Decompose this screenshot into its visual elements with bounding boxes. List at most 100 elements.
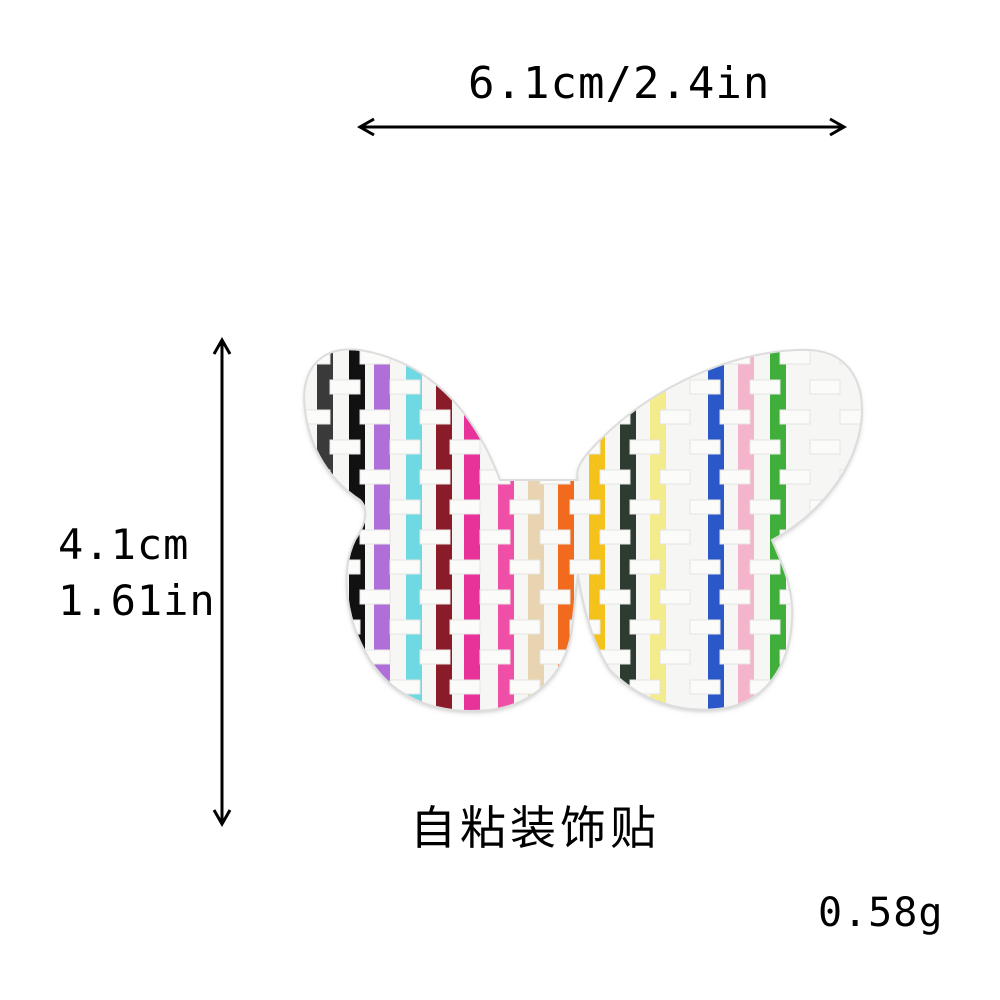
weave-strand-horizontal <box>569 679 601 695</box>
weave-strand-horizontal <box>809 679 841 695</box>
weave-strand-horizontal <box>779 469 811 485</box>
weave-strand-horizontal <box>449 439 481 455</box>
weave-strand-horizontal <box>659 409 691 425</box>
weave-strand-horizontal <box>689 559 721 575</box>
weave-strand-horizontal <box>689 619 721 635</box>
weave-strand-horizontal <box>359 709 391 711</box>
weave-strand-horizontal <box>629 619 661 635</box>
weave-strand-horizontal <box>449 379 481 395</box>
weave-strand-horizontal <box>419 409 451 425</box>
weave-strand-horizontal <box>419 649 451 665</box>
weave-strand-horizontal <box>509 679 541 695</box>
weave-strand-horizontal <box>839 709 862 711</box>
height-dimension-in-label: 1.61in <box>58 576 216 625</box>
weave-strand-horizontal <box>329 439 361 455</box>
weave-strand-horizontal <box>870 620 900 634</box>
weave-strand-horizontal <box>870 380 900 394</box>
weave-strand-horizontal <box>629 499 661 515</box>
weave-strand-horizontal <box>509 619 541 635</box>
weave-strand-horizontal <box>389 559 421 575</box>
weave-strand-horizontal <box>659 649 691 665</box>
weave-strand-horizontal <box>870 440 900 454</box>
weave-strand-horizontal <box>479 589 511 605</box>
weave-strand-horizontal <box>329 559 361 575</box>
weave-strand-horizontal <box>539 469 571 485</box>
weave-strand-horizontal <box>659 529 691 545</box>
weave-strand-horizontal <box>689 379 721 395</box>
weave-strand-horizontal <box>719 709 751 711</box>
weave-strand-horizontal <box>599 349 631 365</box>
weave-strand-horizontal <box>479 529 511 545</box>
weave-strand-horizontal <box>539 589 571 605</box>
weave-strand-horizontal <box>689 679 721 695</box>
weave-strand-horizontal <box>870 500 900 514</box>
weave-strand-horizontal <box>419 349 451 365</box>
weave-strand-horizontal <box>870 560 900 574</box>
weave-strand-horizontal <box>839 529 862 545</box>
weave-strand-horizontal <box>839 409 862 425</box>
weave-strand-horizontal <box>509 559 541 575</box>
butterfly-sticker-icon <box>303 348 900 712</box>
weave-strand-horizontal <box>809 619 841 635</box>
weave-strand-horizontal <box>419 709 451 711</box>
weave-strand-horizontal <box>749 379 781 395</box>
weave-strand-horizontal <box>329 499 361 515</box>
weave-strand-horizontal <box>304 649 331 665</box>
weave-strand-horizontal <box>304 349 331 365</box>
weave-strand-horizontal <box>479 349 511 365</box>
weave-strand-horizontal <box>569 379 601 395</box>
weave-strand-horizontal <box>449 619 481 635</box>
weave-strand-vertical <box>464 349 480 711</box>
weave-strand-horizontal <box>419 529 451 545</box>
weave-strand-horizontal <box>304 709 331 711</box>
weave-strand-horizontal <box>359 589 391 605</box>
width-arrow-icon <box>356 117 848 137</box>
weave-strand-horizontal <box>779 349 811 365</box>
weave-strand-horizontal <box>689 439 721 455</box>
weave-strand-horizontal <box>329 679 361 695</box>
weave-strand-horizontal <box>749 619 781 635</box>
weave-strand-horizontal <box>659 589 691 605</box>
weave-strand-horizontal <box>419 469 451 485</box>
weave-strand-horizontal <box>479 709 511 711</box>
weave-strand-horizontal <box>569 559 601 575</box>
weave-strand-horizontal <box>479 469 511 485</box>
height-dimension-cm-label: 4.1cm <box>58 520 190 569</box>
weave-strand-horizontal <box>629 379 661 395</box>
weave-strand-horizontal <box>719 589 751 605</box>
weave-strand-horizontal <box>629 439 661 455</box>
weave-strand-horizontal <box>449 499 481 515</box>
weave-strand-horizontal <box>539 349 571 365</box>
weave-strand-horizontal <box>599 709 631 711</box>
weave-strand-horizontal <box>629 559 661 575</box>
weave-strand-horizontal <box>839 649 862 665</box>
weave-strand-horizontal <box>359 529 391 545</box>
weave-strand-horizontal <box>719 649 751 665</box>
weave-strand-horizontal <box>659 709 691 711</box>
weave-strand-horizontal <box>569 499 601 515</box>
weave-strand-horizontal <box>839 589 862 605</box>
weave-strand-horizontal <box>389 619 421 635</box>
weave-strand-horizontal <box>449 559 481 575</box>
height-arrow-icon <box>212 336 232 828</box>
weave-strand-horizontal <box>449 679 481 695</box>
weave-strand-horizontal <box>779 589 811 605</box>
weave-strand-horizontal <box>479 409 511 425</box>
weave-strand-vertical <box>317 349 333 711</box>
weave-strand-horizontal <box>599 469 631 485</box>
weave-strand-horizontal <box>419 589 451 605</box>
weave-strand-horizontal <box>509 499 541 515</box>
weave-strand-horizontal <box>779 709 811 711</box>
product-caption: 自粘装饰贴 <box>410 801 660 855</box>
weave-strand-horizontal <box>389 499 421 515</box>
width-dimension-label: 6.1cm/2.4in <box>468 58 771 109</box>
weave-strand-horizontal <box>599 589 631 605</box>
weave-strand-horizontal <box>509 379 541 395</box>
weave-strand-horizontal <box>809 379 841 395</box>
weave-strand-horizontal <box>719 409 751 425</box>
weave-strand-horizontal <box>629 679 661 695</box>
weave-strand-horizontal <box>809 499 841 515</box>
weave-strand-horizontal <box>870 680 900 694</box>
weave-strand-horizontal <box>539 529 571 545</box>
